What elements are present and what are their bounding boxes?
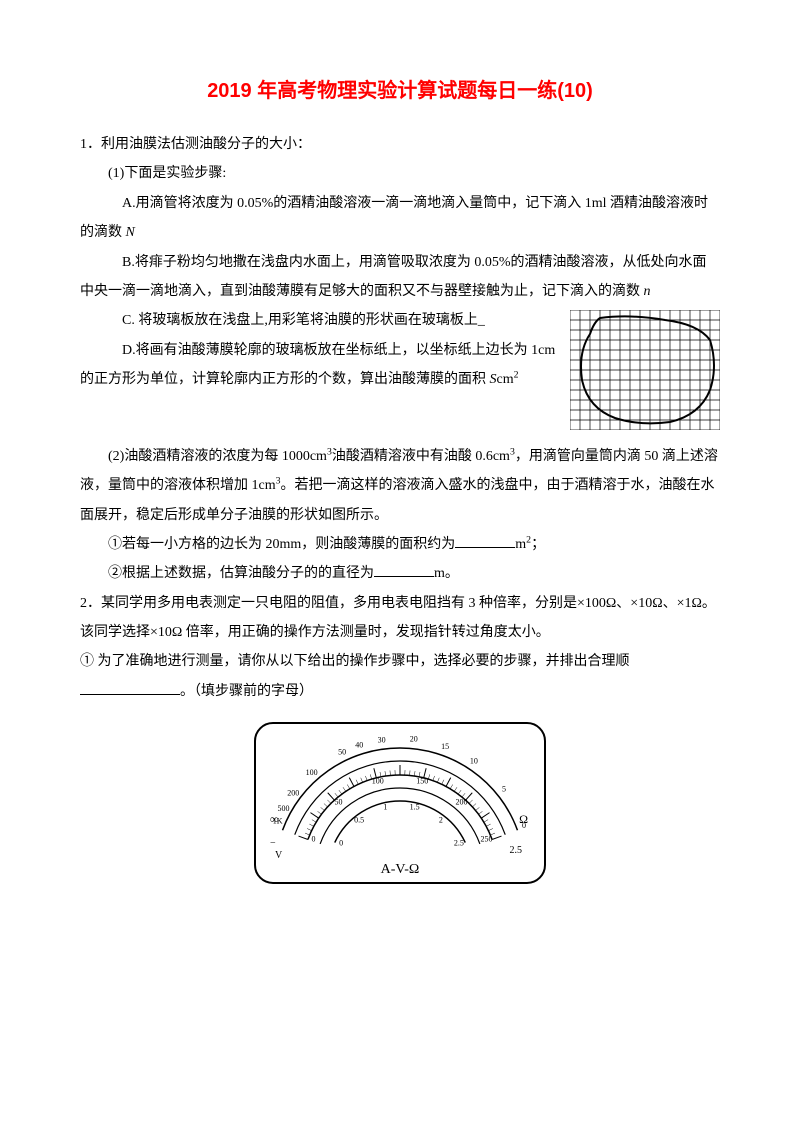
blank-area [455, 534, 515, 548]
svg-text:15: 15 [441, 742, 449, 751]
q1-p2: (2)油酸酒精溶液的浓度为每 1000cm3油酸酒精溶液中有油酸 0.6cm3，… [80, 442, 720, 530]
svg-text:0.5: 0.5 [354, 816, 364, 825]
multimeter-dial-figure: 1K50020010050403020151050050100150200250… [250, 718, 550, 888]
q1-sub1-end: ； [531, 537, 545, 552]
q1-p2b: 油酸酒精溶液中有油酸 0.6cm [332, 449, 510, 464]
q1-sub1: ①若每一小方格的边长为 20mm，则油酸薄膜的面积约为m2； [80, 530, 720, 559]
q1-d-sup: 2 [514, 369, 519, 380]
svg-text:100: 100 [306, 768, 318, 777]
q1-sub1-unit: m [515, 537, 526, 552]
svg-text:500: 500 [277, 804, 289, 813]
q2-stem: 2．某同学用多用电表测定一只电阻的阻值，多用电表电阻挡有 3 种倍率，分别是×1… [80, 589, 720, 648]
q1-p1: (1)下面是实验步骤: [80, 159, 720, 188]
q1-b-text: B.将痱子粉均匀地撒在浅盘内水面上，用滴管吸取浓度为 0.05%的酒精油酸溶液，… [80, 255, 707, 299]
q1-stem: 1．利用油膜法估测油酸分子的大小： [80, 130, 720, 159]
svg-text:200: 200 [287, 789, 299, 798]
q1-a-var: N [126, 225, 135, 240]
q1-d-var: S [490, 372, 497, 387]
q1-opt-a: A.用滴管将浓度为 0.05%的酒精油酸溶液一滴一滴地滴入量筒中，记下滴入 1m… [80, 189, 720, 248]
q1-opt-c: C. 将玻璃板放在浅盘上,用彩笔将油膜的形状画在玻璃板上_ [80, 306, 560, 335]
q1-sub2-text: ②根据上述数据，估算油酸分子的的直径为 [108, 566, 374, 581]
q2-sub1b: 。（填步骤前的字母） [180, 684, 313, 699]
q1-d-text: D.将画有油酸薄膜轮廓的玻璃板放在坐标纸上，以坐标纸上边长为 1cm 的正方形为… [80, 343, 555, 387]
q1-d-unit: cm [497, 372, 514, 387]
q2-sub1a: ① 为了准确地进行测量，请你从以下给出的操作步骤中，选择必要的步骤，并排出合理顺 [80, 654, 630, 669]
q1-sub2: ②根据上述数据，估算油酸分子的的直径为 m。 [80, 559, 720, 588]
q1-a-text: A.用滴管将浓度为 0.05%的酒精油酸溶液一滴一滴地滴入量筒中，记下滴入 1m… [80, 196, 708, 240]
svg-text:5: 5 [502, 785, 506, 794]
svg-text:0: 0 [339, 839, 343, 848]
meter-neg-left: − [270, 838, 276, 849]
svg-text:10: 10 [470, 757, 478, 766]
q1-sub1-text: ①若每一小方格的边长为 20mm，则油酸薄膜的面积约为 [108, 537, 455, 552]
svg-text:50: 50 [338, 748, 346, 757]
page-title: 2019 年高考物理实验计算试题每日一练(10) [80, 70, 720, 112]
svg-text:200: 200 [456, 798, 468, 807]
meter-omega: Ω [519, 812, 528, 826]
q2-sub1: ① 为了准确地进行测量，请你从以下给出的操作步骤中，选择必要的步骤，并排出合理顺… [80, 647, 720, 706]
svg-text:30: 30 [378, 736, 386, 745]
q1-b-var: n [644, 284, 651, 299]
blank-steps [80, 681, 180, 695]
svg-text:250: 250 [480, 835, 492, 844]
q1-opt-d: D.将画有油酸薄膜轮廓的玻璃板放在坐标纸上，以坐标纸上边长为 1cm 的正方形为… [80, 336, 560, 395]
svg-text:0: 0 [312, 835, 316, 844]
svg-text:20: 20 [410, 735, 418, 744]
blank-diameter [374, 563, 434, 577]
q1-p2a: (2)油酸酒精溶液的浓度为每 1000cm [108, 449, 327, 464]
svg-text:2: 2 [439, 816, 443, 825]
svg-text:2.5: 2.5 [454, 839, 464, 848]
svg-text:1.5: 1.5 [410, 803, 420, 812]
q1-opt-b: B.将痱子粉均匀地撒在浅盘内水面上，用滴管吸取浓度为 0.05%的酒精油酸溶液，… [80, 248, 720, 307]
meter-label: A-V-Ω [381, 862, 420, 877]
svg-text:2.5: 2.5 [510, 845, 523, 856]
svg-text:100: 100 [372, 777, 384, 786]
svg-text:40: 40 [355, 741, 363, 750]
meter-inf: ∞ [270, 812, 279, 826]
meter-volt-left: V [275, 850, 283, 861]
q1-sub2-unit: m。 [434, 566, 459, 581]
svg-text:50: 50 [334, 798, 342, 807]
svg-text:150: 150 [416, 777, 428, 786]
oil-film-grid-figure [570, 310, 720, 430]
svg-text:1: 1 [383, 803, 387, 812]
